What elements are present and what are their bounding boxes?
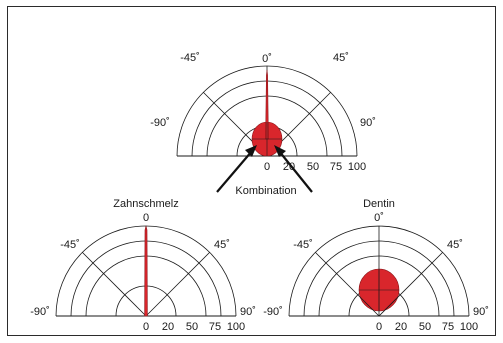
ray-plus-45: [145, 252, 210, 317]
radial-tick-0: 0: [376, 321, 382, 333]
radial-tick-0: 0: [143, 321, 149, 333]
radial-tick-50: 50: [186, 321, 198, 333]
radial-tick-20: 20: [162, 321, 174, 333]
radial-tick-75: 75: [209, 321, 221, 333]
angle-label-left45: -45˚: [60, 239, 80, 251]
radial-tick-75: 75: [330, 161, 342, 173]
angle-label-right45: 45˚: [447, 239, 463, 251]
polar-diagram-dentin: Dentin 0˚ -45˚ 45˚ -90˚ 90˚ 0 20 50 75 1…: [263, 198, 489, 333]
angle-label-right45: 45˚: [214, 239, 230, 251]
radial-tick-75: 75: [442, 321, 454, 333]
angle-label-top: 0˚: [374, 212, 384, 224]
angle-label-left90: -90˚: [30, 306, 50, 318]
angle-label-left45: -45˚: [293, 239, 313, 251]
ray-minus-45: [315, 252, 380, 317]
radial-tick-100: 100: [460, 321, 478, 333]
combination-label: Kombination: [235, 185, 296, 197]
angle-label-top: 0˚: [262, 53, 272, 65]
radial-tick-50: 50: [307, 161, 319, 173]
radial-tick-100: 100: [227, 321, 245, 333]
diagram-title: Zahnschmelz: [113, 198, 178, 210]
combination-arrows: Kombination: [216, 145, 313, 197]
ray-plus-45: [378, 252, 443, 317]
angle-label-right90: 90˚: [473, 306, 489, 318]
lobe-narrow-spike: [144, 225, 148, 317]
angle-label-right45: 45˚: [333, 52, 349, 64]
angle-label-left90: -90˚: [263, 306, 283, 318]
arrow-right-head: [274, 145, 286, 157]
angle-label-left45: -45˚: [180, 52, 200, 64]
arrow-right: [278, 150, 313, 193]
angle-label-right90: 90˚: [360, 117, 376, 129]
ray-minus-45: [82, 252, 147, 317]
radial-tick-20: 20: [395, 321, 407, 333]
angle-label-top: 0: [143, 212, 149, 224]
diagram-title: Dentin: [363, 198, 395, 210]
radial-tick-100: 100: [348, 161, 366, 173]
arrow-left: [216, 150, 253, 193]
arrow-left-head: [245, 145, 257, 157]
radial-tick-50: 50: [419, 321, 431, 333]
angle-label-left90: -90˚: [150, 117, 170, 129]
radial-tick-20: 20: [283, 161, 295, 173]
angle-label-right90: 90˚: [240, 306, 256, 318]
radial-tick-0: 0: [264, 161, 270, 173]
polar-diagram-combined: 0˚ -45˚ 45˚ -90˚ 90˚ 0 20 50 75 100: [150, 52, 376, 173]
polar-diagram-zahnschmelz: Zahnschmelz 0 -45˚ 45˚ -90˚ 90˚ 0 20 50 …: [30, 198, 256, 333]
